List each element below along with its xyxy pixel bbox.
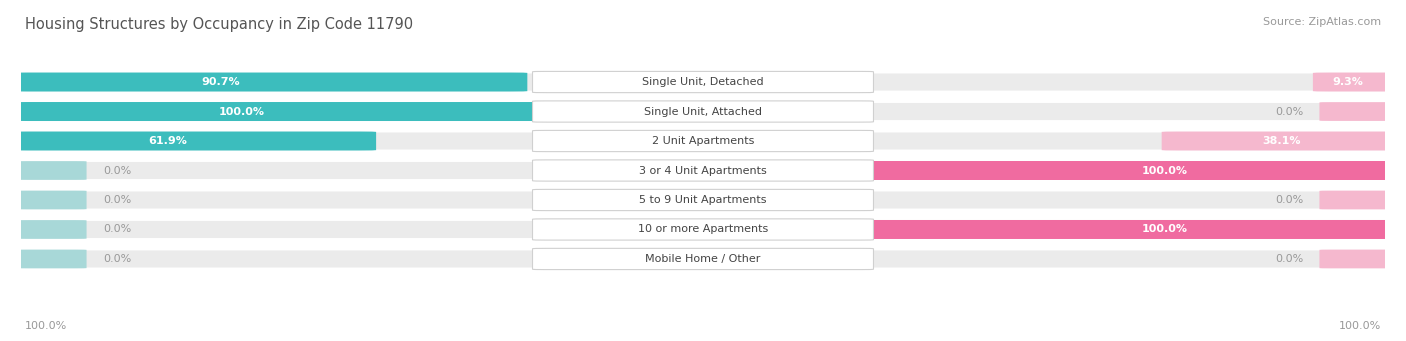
FancyBboxPatch shape [1313,73,1402,91]
Text: 10 or more Apartments: 10 or more Apartments [638,224,768,235]
Text: 0.0%: 0.0% [103,195,131,205]
Text: 0.0%: 0.0% [103,165,131,176]
Text: 3 or 4 Unit Apartments: 3 or 4 Unit Apartments [640,165,766,176]
Legend: Owner-occupied, Renter-occupied: Owner-occupied, Renter-occupied [583,338,823,341]
FancyBboxPatch shape [7,220,1399,239]
FancyBboxPatch shape [1319,102,1396,121]
Text: Source: ZipAtlas.com: Source: ZipAtlas.com [1263,17,1381,27]
Text: Housing Structures by Occupancy in Zip Code 11790: Housing Structures by Occupancy in Zip C… [25,17,413,32]
FancyBboxPatch shape [1319,191,1396,209]
FancyBboxPatch shape [837,220,1402,239]
Text: 100.0%: 100.0% [218,106,264,117]
FancyBboxPatch shape [11,102,576,121]
FancyBboxPatch shape [11,132,377,150]
Text: Mobile Home / Other: Mobile Home / Other [645,254,761,264]
Text: 0.0%: 0.0% [103,224,131,235]
Text: Single Unit, Detached: Single Unit, Detached [643,77,763,87]
FancyBboxPatch shape [533,248,873,270]
Text: Single Unit, Attached: Single Unit, Attached [644,106,762,117]
FancyBboxPatch shape [837,161,1402,180]
FancyBboxPatch shape [7,102,1399,121]
FancyBboxPatch shape [533,71,873,93]
Text: 9.3%: 9.3% [1333,77,1364,87]
FancyBboxPatch shape [7,161,1399,180]
Text: 0.0%: 0.0% [103,254,131,264]
Text: 100.0%: 100.0% [1339,321,1381,331]
FancyBboxPatch shape [533,219,873,240]
FancyBboxPatch shape [7,72,1399,92]
Text: 100.0%: 100.0% [1142,224,1188,235]
FancyBboxPatch shape [1319,250,1396,268]
Text: 100.0%: 100.0% [25,321,67,331]
Text: 90.7%: 90.7% [201,77,240,87]
Text: 2 Unit Apartments: 2 Unit Apartments [652,136,754,146]
Text: 5 to 9 Unit Apartments: 5 to 9 Unit Apartments [640,195,766,205]
Text: 100.0%: 100.0% [1142,165,1188,176]
FancyBboxPatch shape [17,250,87,268]
FancyBboxPatch shape [533,189,873,211]
FancyBboxPatch shape [533,130,873,152]
FancyBboxPatch shape [7,131,1399,151]
FancyBboxPatch shape [17,191,87,209]
FancyBboxPatch shape [17,161,87,180]
FancyBboxPatch shape [533,101,873,122]
Text: 0.0%: 0.0% [1275,254,1303,264]
Text: 0.0%: 0.0% [1275,106,1303,117]
Text: 38.1%: 38.1% [1263,136,1302,146]
FancyBboxPatch shape [533,160,873,181]
Text: 61.9%: 61.9% [149,136,187,146]
FancyBboxPatch shape [7,190,1399,210]
Text: 0.0%: 0.0% [1275,195,1303,205]
FancyBboxPatch shape [11,73,527,91]
FancyBboxPatch shape [17,220,87,239]
FancyBboxPatch shape [7,249,1399,269]
FancyBboxPatch shape [1161,132,1402,150]
